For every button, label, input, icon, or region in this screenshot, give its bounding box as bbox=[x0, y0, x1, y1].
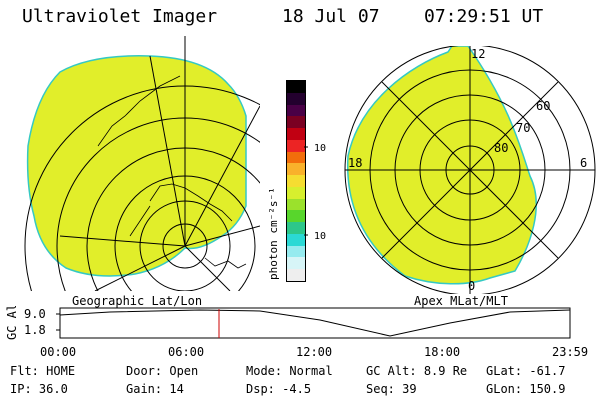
x-tick-0600: 06:00 bbox=[168, 345, 204, 359]
colorbar-band bbox=[287, 163, 305, 176]
mlt-label-18: 18 bbox=[348, 156, 362, 170]
mlt-label-0: 0 bbox=[468, 279, 475, 293]
altitude-tick-1.8: 1.8 bbox=[24, 323, 46, 337]
x-tick-2359: 23:59 bbox=[552, 345, 588, 359]
colorbar-band bbox=[287, 257, 305, 270]
mlt-label-6: 6 bbox=[580, 156, 587, 170]
mlat-label-60: 60 bbox=[536, 99, 550, 113]
apex-panel-label: Apex MLat/MLT bbox=[414, 294, 508, 308]
x-tick-0000: 00:00 bbox=[40, 345, 76, 359]
uv-emission-region bbox=[26, 55, 247, 277]
x-tick-1800: 18:00 bbox=[424, 345, 460, 359]
colorbar-band bbox=[287, 269, 305, 282]
colorbar-unit-label: photon cm⁻²s⁻¹ bbox=[267, 187, 280, 280]
colorbar-band bbox=[287, 116, 305, 129]
colorbar-band bbox=[287, 92, 305, 105]
geographic-image bbox=[24, 36, 260, 291]
uv-emission-region bbox=[346, 46, 537, 285]
altitude-axis-label: GC Alt bbox=[5, 306, 19, 340]
coastlines bbox=[97, 75, 247, 269]
time-label: 07:29:51 UT bbox=[424, 6, 544, 27]
colorbar-band bbox=[287, 222, 305, 234]
lat-lon-grid bbox=[24, 36, 260, 291]
geographic-panel-label: Geographic Lat/Lon bbox=[72, 294, 203, 308]
mlat-label-80: 80 bbox=[494, 141, 508, 155]
mlat-label-70: 70 bbox=[516, 121, 530, 135]
colorbar-band bbox=[287, 81, 305, 93]
color-scale-bar bbox=[286, 80, 306, 282]
colorbar-band bbox=[287, 104, 305, 117]
colorbar-band bbox=[287, 128, 305, 140]
colorbar-band bbox=[287, 151, 305, 164]
colorbar-band bbox=[287, 175, 305, 187]
colorbar-band bbox=[287, 198, 305, 211]
apex-polar-plot: 12 6 0 18 60 70 80 bbox=[344, 46, 596, 294]
colorbar-band bbox=[287, 210, 305, 223]
mlat-grid bbox=[344, 46, 596, 294]
colorbar-band bbox=[287, 186, 305, 199]
x-tick-1200: 12:00 bbox=[296, 345, 332, 359]
colorbar-band bbox=[287, 233, 305, 246]
altitude-plot: GC Alt 9.0 1.8 00:00 06:00 12:00 18:00 2… bbox=[5, 306, 588, 359]
altitude-tick-9: 9.0 bbox=[24, 307, 46, 321]
colorbar-band bbox=[287, 139, 305, 152]
altitude-curve bbox=[59, 309, 571, 337]
date-label: 18 Jul 07 bbox=[282, 6, 380, 27]
mlt-label-12: 12 bbox=[471, 47, 485, 61]
app-title: Ultraviolet Imager bbox=[22, 6, 218, 27]
colorbar-band bbox=[287, 245, 305, 258]
colorbar-tick-100: 100 bbox=[314, 143, 326, 154]
altitude-plot-frame bbox=[59, 307, 571, 339]
colorbar-tick-10: 10 bbox=[314, 231, 326, 242]
